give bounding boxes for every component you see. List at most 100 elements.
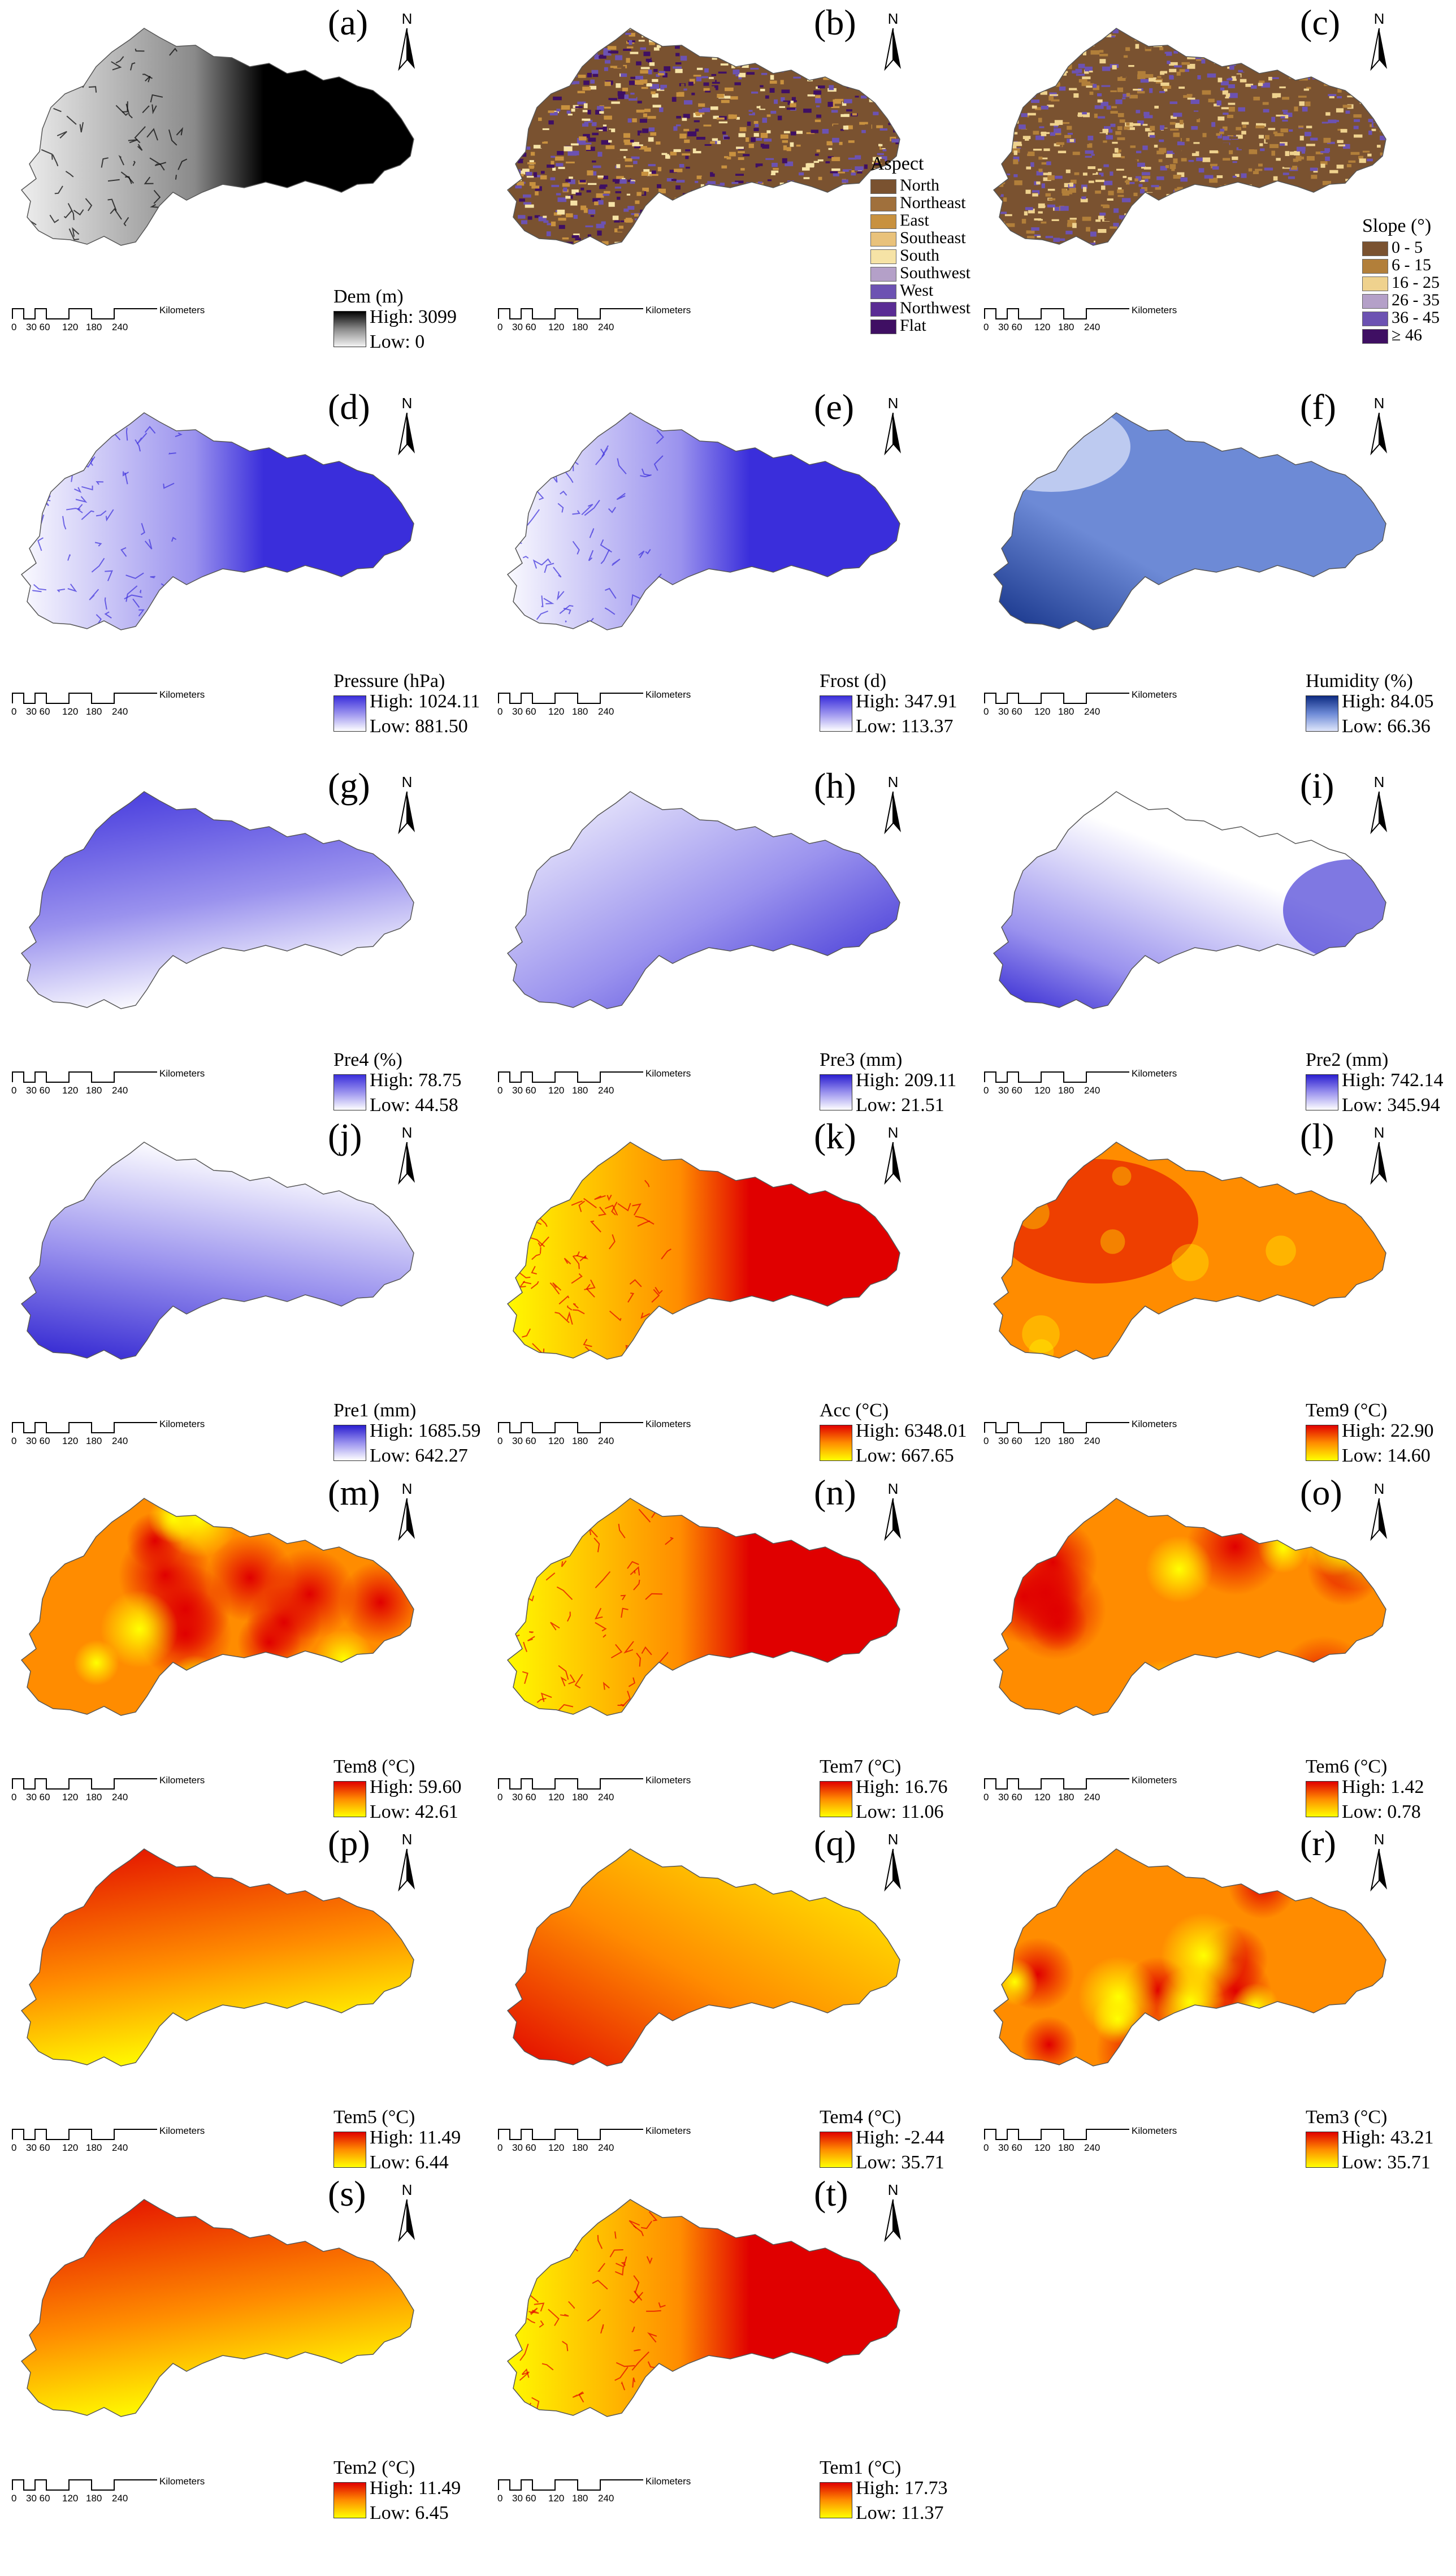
legend-low: Low: 35.71 [856, 2153, 944, 2172]
legend-high-value: 16.76 [904, 1777, 948, 1798]
legend-title: Tem4 (°C) [820, 2107, 902, 2128]
north-label: N [401, 395, 413, 412]
scale-tick: 180 [1058, 1436, 1074, 1446]
map-panel: (o) N Kilometers 0 30 60 120 180 240 Tem6 (°C) Hi… [972, 1470, 1456, 1832]
map-legend: Tem6 (°C) High: 1.42 Low: 0.78 [1306, 1756, 1424, 1829]
scale-units: Kilometers [1132, 1775, 1177, 1786]
scale-tick: 30 60 [998, 322, 1022, 332]
legend-low: Low: 66.36 [1342, 717, 1431, 736]
scale-tick: 180 [572, 1436, 588, 1446]
panel-letter: (m) [328, 1472, 380, 1512]
scale-tick: 0 [497, 2142, 503, 2153]
map-panel: (s) N Kilometers 0 30 60 120 180 240 Tem2 (°C) Hi… [0, 2171, 486, 2533]
legend-high-prefix: High: [370, 1070, 418, 1091]
legend-class: South [870, 247, 939, 265]
map-legend: Pre2 (mm) High: 742.14 Low: 345.94 [1306, 1049, 1443, 1122]
raster-map [506, 1848, 900, 2067]
scale-tick: 30 60 [998, 1085, 1022, 1096]
scale-tick: 30 60 [26, 322, 50, 332]
scale-tick: 120 [62, 1792, 79, 1803]
north-label: N [401, 1831, 413, 1848]
legend-color-ramp [1306, 2132, 1338, 2168]
scale-tick: 120 [62, 1085, 79, 1096]
legend-high: High: 78.75 [370, 1071, 461, 1090]
panel-letter: (q) [814, 1823, 856, 1863]
scale-tick: 120 [548, 1085, 565, 1096]
scale-tick: 30 60 [998, 1436, 1022, 1446]
map-legend: Humidity (%) High: 84.05 Low: 66.36 [1306, 670, 1433, 743]
legend-low-prefix: Low: [856, 716, 902, 737]
scale-tick: 0 [11, 1085, 17, 1096]
legend-color-ramp [820, 2482, 852, 2519]
scale-units: Kilometers [645, 1775, 691, 1786]
raster-map [20, 791, 414, 1009]
north-label: N [401, 2181, 413, 2198]
legend-high-value: -2.44 [904, 2127, 944, 2149]
legend-class: Flat [870, 317, 926, 335]
legend-high: High: 11.49 [370, 2128, 461, 2147]
legend-color-ramp [333, 2482, 366, 2519]
map-panel: (g) N Kilometers 0 30 60 120 180 240 Pre4 (%) Hig… [0, 763, 486, 1125]
legend-title: Pre1 (mm) [333, 1400, 417, 1421]
scale-tick: 180 [86, 322, 102, 332]
scale-tick: 120 [548, 2493, 565, 2504]
legend-high-value: 17.73 [904, 2478, 948, 2499]
raster-map [20, 28, 414, 246]
scale-bar: Kilometers 0 30 60 120 180 240 [11, 1069, 266, 1103]
legend-low-prefix: Low: [370, 331, 415, 353]
scale-tick: 30 60 [512, 1085, 536, 1096]
scale-bar: Kilometers 0 30 60 120 180 240 [11, 2126, 266, 2160]
legend-low-value: 6.44 [415, 2152, 449, 2173]
scale-tick: 0 [11, 2142, 17, 2153]
legend-high-prefix: High: [1342, 1777, 1390, 1798]
legend-high-prefix: High: [1342, 2127, 1390, 2149]
scale-tick: 120 [548, 1436, 565, 1446]
raster-map [20, 1142, 414, 1360]
legend-low-prefix: Low: [1342, 2152, 1388, 2173]
scale-tick: 240 [1084, 322, 1100, 332]
scale-tick: 240 [112, 706, 128, 717]
legend-title: Tem5 (°C) [333, 2107, 415, 2128]
legend-title: Pre2 (mm) [1306, 1049, 1389, 1070]
scale-tick: 180 [86, 2142, 102, 2153]
raster-map [993, 1848, 1386, 2067]
scale-units: Kilometers [645, 2125, 691, 2136]
north-label: N [887, 10, 899, 27]
legend-high: High: 84.05 [1342, 692, 1433, 711]
legend-low: Low: 21.51 [856, 1096, 944, 1115]
legend-class: Southeast [870, 230, 966, 247]
scale-tick: 120 [62, 2493, 79, 2504]
legend-class-label: South [900, 246, 940, 265]
legend-high: High: 43.21 [1342, 2128, 1433, 2147]
legend-title: Aspect [870, 153, 924, 174]
legend-low-value: 44.58 [415, 1095, 458, 1116]
north-arrow-icon: N [1368, 11, 1390, 74]
legend-class: 36 - 45 [1362, 309, 1440, 327]
legend-color-ramp [333, 1781, 366, 1818]
map-panel: (m) N Kilometers 0 30 60 120 180 240 Tem8 (°C) Hi… [0, 1470, 486, 1832]
legend-high: High: 347.91 [856, 692, 957, 711]
scale-tick: 120 [1034, 2142, 1051, 2153]
legend-high: High: 11.49 [370, 2479, 461, 2498]
map-legend: Tem3 (°C) High: 43.21 Low: 35.71 [1306, 2106, 1433, 2179]
scale-units: Kilometers [159, 1775, 205, 1786]
map-panel: (r) N Kilometers 0 30 60 120 180 240 Tem3 (°C) Hi… [972, 1821, 1456, 2182]
scale-tick: 0 [983, 706, 989, 717]
legend-high-prefix: High: [370, 2478, 418, 2499]
scale-tick: 180 [572, 1085, 588, 1096]
scale-tick: 180 [1058, 1085, 1074, 1096]
scale-tick: 30 60 [512, 1792, 536, 1803]
scale-tick: 30 60 [998, 2142, 1022, 2153]
north-arrow-icon: N [396, 1125, 418, 1187]
north-arrow-icon: N [396, 1481, 418, 1544]
legend-swatch [870, 179, 896, 195]
scale-bar: Kilometers 0 30 60 120 180 240 [11, 1419, 266, 1453]
north-arrow-icon: N [1368, 1125, 1390, 1187]
scale-tick: 180 [86, 706, 102, 717]
legend-title: Pre3 (mm) [820, 1049, 903, 1070]
legend-high: High: 1024.11 [370, 692, 480, 711]
legend-swatch [1362, 294, 1388, 309]
legend-low: Low: 0.78 [1342, 1803, 1421, 1822]
